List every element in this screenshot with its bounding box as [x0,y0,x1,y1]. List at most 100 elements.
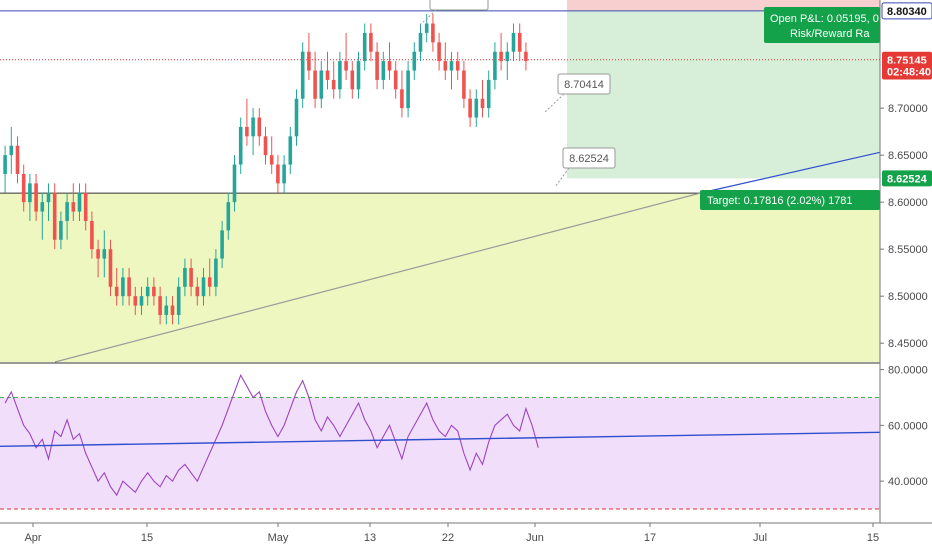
callout-leader [554,167,570,188]
candle-body [300,51,305,99]
candle-body [96,249,100,259]
callout-box [557,73,611,95]
time-tick-label: 15 [867,532,879,544]
rsi-tick-label: 40.0000 [888,476,928,488]
candle-body [238,126,243,165]
candle-body [127,277,131,297]
candle-body [276,164,280,184]
candle-body [176,286,181,315]
callout-leader [543,93,565,114]
time-tick-label: 22 [442,532,454,544]
candle-body [195,286,200,297]
time-tick-label: Apr [24,532,41,544]
target-label: Target: 0.17816 (2.02%) 1781 [700,190,880,210]
candle-body [307,51,311,71]
candle-body [9,145,14,156]
rsi-trend-line[interactable] [0,431,881,447]
candle-body [524,51,528,62]
candle-body [455,61,460,71]
callout-leader [419,9,437,26]
candle-body [83,192,88,221]
candle-body [251,117,255,137]
target-trend-line[interactable] [699,151,881,194]
rsi-tick-label: 80.0000 [888,365,928,377]
candle-body [387,61,392,71]
risk-reward-text: Risk/Reward Ra [790,28,870,40]
candle-body [164,305,169,315]
time-tick-label: 15 [141,532,153,544]
candle-body [15,145,20,174]
candle-body [325,70,330,80]
candle-body [102,249,107,259]
candle-body [201,277,206,297]
candle-body [21,173,26,203]
candle-body [90,220,94,250]
candle-body [139,296,144,306]
price-tag-label: 8.80340 [887,6,927,18]
candle-body [331,79,336,90]
price-tag-box [882,63,932,80]
price-tag-label: 02:48:40 [887,66,931,78]
candle-body [356,61,361,90]
time-tick-label: 17 [644,532,656,544]
price-tick-label: 8.65000 [888,150,928,162]
candle-body [34,183,38,212]
callouts-group: 8.70414 8.62524 [419,0,616,188]
candle-body [493,51,497,80]
candles-group [3,14,528,325]
candle-body [288,136,293,165]
price-tick-label: 8.55000 [888,244,928,256]
candle-body [108,249,113,287]
candle-body [344,61,348,71]
candle-body [462,70,466,99]
time-tick-label: 13 [364,532,376,544]
candle-body [133,296,138,306]
callout-label: 8.62524 [569,153,609,165]
candle-body [170,305,175,315]
candle-body [350,70,355,90]
candle-body [505,51,510,62]
candle-body [362,32,367,62]
price-tag-label: 8.62524 [887,173,928,185]
candle-body [232,164,237,203]
trend-line[interactable] [54,192,701,363]
candle-body [517,32,522,52]
rsi-band [0,397,880,510]
candle-body [40,202,45,212]
price-axis-ticks: 8.45000 8.50000 8.55000 8.60000 8.65000 8.700… [880,103,928,350]
candle-body [28,183,32,203]
price-tick-label: 8.45000 [888,338,928,350]
price-tick-label: 8.50000 [888,291,928,303]
candle-body [121,277,125,297]
candle-body [480,98,485,109]
time-tick-label: Jun [526,532,544,544]
candle-body [183,267,187,287]
candle-body [313,70,317,99]
rsi-tick-label: 60.0000 [888,420,928,432]
price-tick-label: 8.60000 [888,197,928,209]
candle-body [52,192,57,240]
candle-body [282,164,286,184]
candle-body [499,51,503,62]
candle-body [145,286,150,297]
rsi-line [4,373,539,497]
candle-body [77,192,82,212]
target-text: Target: 0.17816 (2.02%) 1781 [707,195,853,207]
price-tag-box [882,170,932,187]
candle-body [338,61,342,90]
candle-body [418,32,423,52]
candle-body [511,32,516,52]
price-tag-box [881,2,932,20]
candle-body [71,202,76,212]
stop-zone [567,0,880,11]
candle-body [449,61,454,71]
candle-body [189,267,193,287]
candle-body [294,98,299,137]
candle-body [207,277,212,287]
candle-body [59,220,63,240]
candle-body [152,286,156,297]
candle-body [65,202,69,221]
candle-body [393,70,398,90]
candle-body [369,32,373,52]
